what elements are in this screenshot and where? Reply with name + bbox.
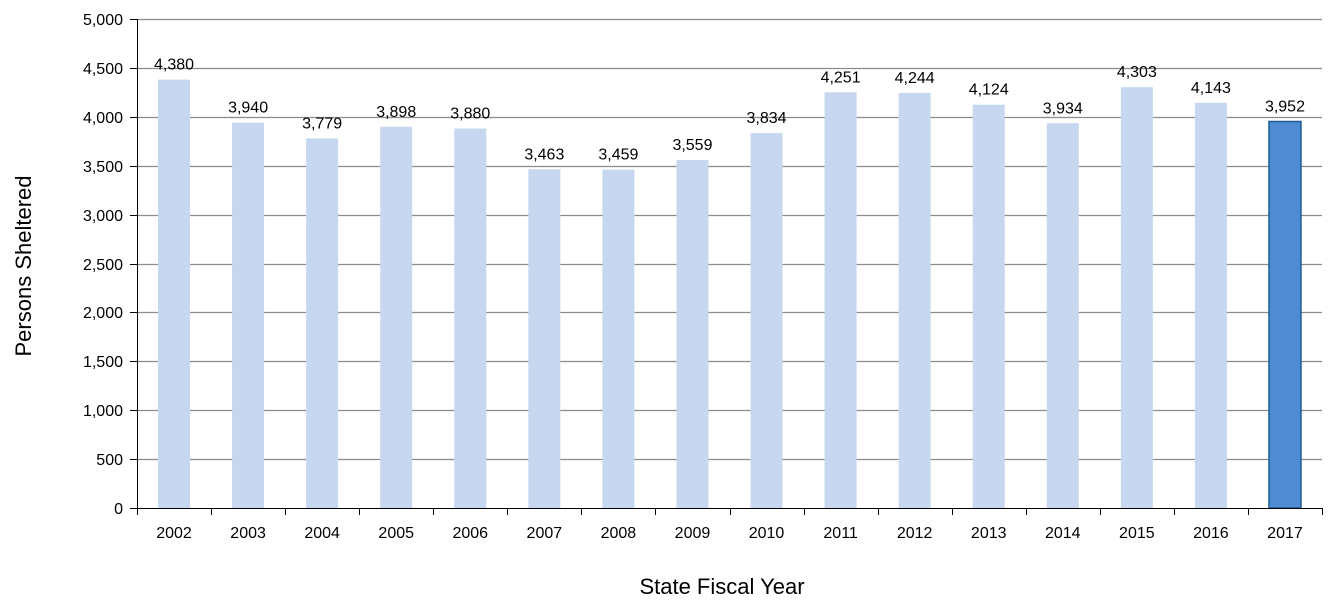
data-label-2004: 3,779 bbox=[302, 115, 342, 132]
data-label-2011: 4,251 bbox=[821, 69, 861, 86]
data-label-2010: 3,834 bbox=[747, 110, 787, 127]
x-tick-label-2010: 2010 bbox=[749, 525, 785, 542]
x-tick-label-2005: 2005 bbox=[378, 525, 414, 542]
bar-2013 bbox=[972, 104, 1005, 509]
x-tick-label-2007: 2007 bbox=[527, 525, 563, 542]
x-tick-label-2011: 2011 bbox=[823, 525, 858, 542]
bar-2006 bbox=[454, 128, 487, 508]
y-tick-label: 0 bbox=[114, 501, 123, 518]
x-tick-label-2013: 2013 bbox=[971, 525, 1007, 542]
data-labels: 4,380 3,940 3,779 3,898 3,880 3,463 3,459 3,559… bbox=[154, 57, 1305, 164]
bar-2009 bbox=[676, 159, 709, 508]
data-label-2006: 3,880 bbox=[450, 106, 490, 123]
y-tick-label: 5,000 bbox=[83, 12, 123, 29]
x-tick-label-2017: 2017 bbox=[1267, 525, 1303, 542]
x-tick-label-2012: 2012 bbox=[897, 525, 933, 542]
data-label-2012: 4,244 bbox=[895, 70, 935, 87]
bar-2010 bbox=[750, 133, 783, 509]
y-tick-label: 4,000 bbox=[83, 110, 123, 127]
bar-2008 bbox=[602, 169, 635, 509]
y-tick-label: 2,500 bbox=[83, 257, 123, 274]
bar-2007 bbox=[528, 169, 561, 508]
bar-2015 bbox=[1120, 87, 1153, 509]
data-label-2007: 3,463 bbox=[524, 146, 564, 163]
y-tick-label: 1,500 bbox=[83, 354, 123, 371]
x-tick-label-2004: 2004 bbox=[304, 525, 340, 542]
x-tick-label-2016: 2016 bbox=[1193, 525, 1229, 542]
x-tick-label-2008: 2008 bbox=[601, 525, 637, 542]
y-tick-labels: 0 500 1,000 1,500 2,000 2,500 3,000 3,500 4,000 4… bbox=[83, 12, 123, 518]
bar-2011 bbox=[824, 92, 857, 508]
bar-2017 bbox=[1268, 120, 1302, 509]
data-label-2008: 3,459 bbox=[598, 147, 638, 164]
axes bbox=[130, 19, 1323, 515]
bar-2004 bbox=[306, 138, 339, 508]
x-axis-title: State Fiscal Year bbox=[639, 574, 804, 599]
x-tick-label-2014: 2014 bbox=[1045, 525, 1081, 542]
y-tick-label: 2,000 bbox=[83, 305, 123, 322]
data-label-2009: 3,559 bbox=[672, 137, 712, 154]
data-label-2015: 4,303 bbox=[1117, 64, 1157, 81]
bars bbox=[158, 79, 1302, 509]
data-label-2016: 4,143 bbox=[1191, 80, 1231, 97]
y-tick-label: 500 bbox=[96, 452, 123, 469]
data-label-2017: 3,952 bbox=[1265, 98, 1305, 115]
bar-2003 bbox=[232, 122, 265, 508]
data-label-2005: 3,898 bbox=[376, 104, 416, 121]
x-tick-label-2002: 2002 bbox=[156, 525, 192, 542]
x-tick-label-2006: 2006 bbox=[452, 525, 488, 542]
bar-2016 bbox=[1194, 102, 1227, 508]
x-tick-label-2003: 2003 bbox=[230, 525, 266, 542]
y-tick-label: 3,000 bbox=[83, 208, 123, 225]
x-tick-label-2009: 2009 bbox=[675, 525, 711, 542]
bar-2005 bbox=[380, 126, 413, 508]
bar-2002 bbox=[158, 79, 191, 509]
y-tick-label: 3,500 bbox=[83, 159, 123, 176]
bar-2014 bbox=[1046, 123, 1079, 509]
bar-2012 bbox=[898, 92, 931, 508]
data-label-2002: 4,380 bbox=[154, 57, 194, 74]
x-tick-label-2015: 2015 bbox=[1119, 525, 1155, 542]
data-label-2013: 4,124 bbox=[969, 82, 1009, 99]
y-axis-title: Persons Sheltered bbox=[11, 176, 36, 357]
x-tick-labels: 2002 2003 2004 2005 2006 2007 2008 2009 2010 2011… bbox=[156, 525, 1303, 542]
data-label-2014: 3,934 bbox=[1043, 100, 1083, 117]
y-tick-label: 4,500 bbox=[83, 61, 123, 78]
data-label-2003: 3,940 bbox=[228, 100, 268, 117]
y-tick-label: 1,000 bbox=[83, 403, 123, 420]
